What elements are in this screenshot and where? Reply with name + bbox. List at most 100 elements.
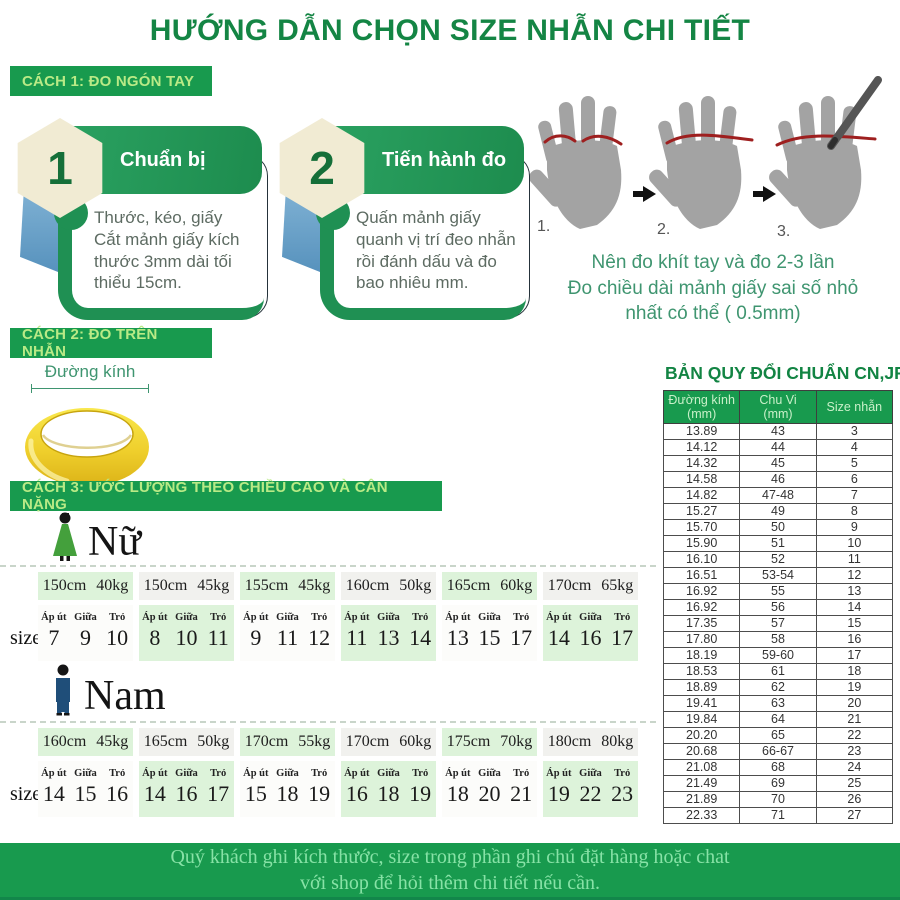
height-weight-label: 170cm 55kg	[240, 728, 335, 756]
table-row: 15.27 49 8	[662, 503, 894, 520]
finger-label: Trỏ	[412, 768, 429, 779]
size-value: 13	[377, 625, 400, 650]
finger-size-cell: Áp út 8	[139, 612, 171, 661]
measure-line	[31, 384, 149, 393]
height-weight-label: 160cm 50kg	[341, 572, 436, 600]
finger-size-cell: Giữa 9	[70, 612, 102, 661]
table-cell: 10	[815, 535, 894, 552]
finger-label: Trỏ	[614, 612, 631, 623]
height-weight-group: 170cm 55kg Áp út 15 Giữa 18 Trỏ 19	[240, 728, 335, 817]
divider-dashed	[0, 721, 656, 723]
table-row: 16.10 52 11	[662, 551, 894, 568]
table-cell: 64	[739, 711, 817, 728]
table-cell: 61	[739, 663, 817, 680]
table-row: 16.92 56 14	[662, 599, 894, 616]
table-cell: 56	[739, 599, 817, 616]
arrow-right-icon	[753, 186, 777, 202]
table-cell: 12	[815, 567, 894, 584]
table-cell: 62	[739, 679, 817, 696]
table-cell: 14.32	[662, 455, 741, 472]
table-row: 14.82 47-48 7	[662, 487, 894, 504]
height-weight-group: 180cm 80kg Áp út 19 Giữa 22 Trỏ 23	[543, 728, 638, 817]
table-cell: 71	[739, 807, 817, 824]
finger-label: Giữa	[276, 768, 299, 779]
size-value: 9	[250, 625, 262, 650]
table-row: 20.68 66-67 23	[662, 743, 894, 760]
table-cell: 52	[739, 551, 817, 568]
size-value: 22	[579, 781, 602, 806]
height-weight-label: 175cm 70kg	[442, 728, 537, 756]
table-cell: 20.68	[662, 743, 741, 760]
size-value: 17	[207, 781, 230, 806]
table-cell: 46	[739, 471, 817, 488]
finger-size-cell: Giữa 15	[70, 768, 102, 817]
finger-size-cell: Áp út 14	[139, 768, 171, 817]
finger-size-cell: Trỏ 10	[101, 612, 133, 661]
pen-icon	[827, 76, 882, 150]
hand-step3-image	[766, 76, 882, 229]
table-cell: 6	[815, 471, 894, 488]
hand-step2-image	[646, 96, 754, 229]
hand-label-1: 1.	[537, 218, 551, 235]
finger-size-values: Áp út 19 Giữa 22 Trỏ 23	[543, 761, 638, 817]
table-cell: 18.89	[662, 679, 741, 696]
woman-icon	[53, 512, 77, 561]
size-value: 16	[345, 781, 368, 806]
finger-size-values: Áp út 16 Giữa 18 Trỏ 19	[341, 761, 436, 817]
finger-label: Áp út	[41, 768, 67, 779]
height-weight-group: 160cm 50kg Áp út 11 Giữa 13 Trỏ 14	[341, 572, 436, 661]
height-weight-group: 175cm 70kg Áp út 18 Giữa 20 Trỏ 21	[442, 728, 537, 817]
table-cell: 59-60	[739, 647, 817, 664]
step2-number: 2	[309, 142, 335, 194]
size-value: 15	[478, 625, 501, 650]
finger-label: Áp út	[546, 612, 572, 623]
table-cell: 44	[739, 439, 817, 456]
finger-label: Áp út	[546, 768, 572, 779]
height-weight-group: 165cm 50kg Áp út 14 Giữa 16 Trỏ 17	[139, 728, 234, 817]
table-cell: 53-54	[739, 567, 817, 584]
table-row: 14.12 44 4	[662, 439, 894, 456]
finger-label: Áp út	[142, 612, 168, 623]
table-row: 16.92 55 13	[662, 583, 894, 600]
size-value: 19	[308, 781, 331, 806]
table-cell: 66-67	[739, 743, 817, 760]
finger-label: Trỏ	[513, 768, 530, 779]
finger-size-cell: Giữa 20	[474, 768, 506, 817]
finger-label: Giữa	[74, 612, 97, 623]
step-card-2: Quấn mảnh giấy quanh vị trí đeo nhẫn rồi…	[272, 118, 530, 324]
finger-size-values: Áp út 7 Giữa 9 Trỏ 10	[38, 605, 133, 661]
table-row: 21.49 69 25	[662, 775, 894, 792]
finger-size-cell: Giữa 18	[373, 768, 405, 817]
size-value: 8	[149, 625, 161, 650]
table-cell: 16.51	[662, 567, 741, 584]
size-value: 9	[79, 625, 91, 650]
size-value: 18	[276, 781, 299, 806]
table-cell: 17.35	[662, 615, 741, 632]
finger-label: Áp út	[344, 612, 370, 623]
finger-size-values: Áp út 9 Giữa 11 Trỏ 12	[240, 605, 335, 661]
table-cell: 15.70	[662, 519, 741, 536]
finger-size-cell: Trỏ 16	[101, 768, 133, 817]
size-value: 11	[346, 625, 368, 650]
women-size-groups: 150cm 40kg Áp út 7 Giữa 9 Trỏ 10	[38, 572, 638, 661]
table-cell: 18.19	[662, 647, 741, 664]
height-weight-label: 155cm 45kg	[240, 572, 335, 600]
height-weight-group: 160cm 45kg Áp út 14 Giữa 15 Trỏ 16	[38, 728, 133, 817]
finger-label: Trỏ	[412, 612, 429, 623]
measuring-note: Nên đo khít tay và đo 2-3 lần Đo chiều d…	[567, 252, 859, 325]
finger-label: Giữa	[579, 612, 602, 623]
conversion-table-block: BẢN QUY ĐỔI CHUẨN CN,JP Đường kính (mm) …	[662, 363, 900, 824]
table-cell: 15	[815, 615, 894, 632]
size-value: 18	[377, 781, 400, 806]
table-row: 14.58 46 6	[662, 471, 894, 488]
method1-banner: CÁCH 1: ĐO NGÓN TAY	[10, 66, 212, 96]
size-value: 19	[547, 781, 570, 806]
size-value: 15	[244, 781, 267, 806]
table-row: 16.51 53-54 12	[662, 567, 894, 584]
table-cell: 22	[815, 727, 894, 744]
size-value: 11	[276, 625, 299, 650]
table-row: 17.35 57 15	[662, 615, 894, 632]
finger-size-cell: Giữa 18	[272, 768, 304, 817]
col-header-ring-size: Size nhẫn	[815, 390, 894, 424]
table-cell: 15.90	[662, 535, 741, 552]
